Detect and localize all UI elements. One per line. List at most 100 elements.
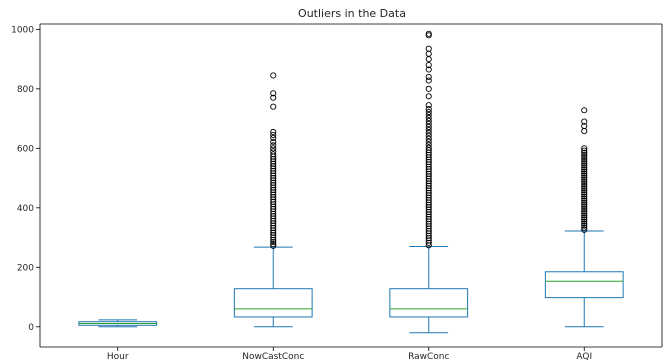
outlier-point — [425, 61, 432, 69]
outlier-point — [425, 85, 432, 92]
box-rawconc — [389, 288, 469, 318]
outlier-point — [270, 94, 277, 101]
outlier-point — [425, 120, 432, 127]
outlier-point — [270, 148, 277, 155]
outlier-point — [581, 107, 588, 114]
outlier-point — [581, 216, 588, 223]
outlier-point — [425, 111, 432, 119]
outlier-point — [425, 102, 432, 109]
y-tick-label: 400 — [17, 204, 34, 214]
outlier-point — [581, 226, 588, 233]
x-tick-label: Hour — [107, 352, 129, 360]
outlier-point — [425, 138, 432, 145]
outlier-point — [581, 153, 588, 160]
outlier-point — [425, 56, 432, 63]
outlier-point — [581, 199, 588, 206]
outlier-point — [581, 151, 588, 158]
outlier-point — [581, 178, 588, 185]
box-aqi — [544, 271, 624, 299]
outlier-point — [425, 117, 432, 125]
outlier-point — [425, 30, 432, 37]
outlier-point — [425, 129, 432, 136]
outlier-point — [425, 106, 432, 113]
outlier-point — [581, 183, 588, 190]
outlier-point — [425, 135, 432, 142]
outlier-point — [270, 142, 277, 149]
outlier-point — [270, 131, 277, 138]
outlier-point — [425, 126, 432, 133]
outlier-point — [581, 164, 588, 171]
outlier-point — [581, 168, 588, 175]
outlier-point — [425, 45, 432, 52]
outlier-point — [425, 132, 432, 139]
outlier-point — [270, 103, 277, 110]
outlier-point — [425, 144, 432, 151]
outlier-point — [270, 241, 277, 248]
outlier-point — [270, 242, 277, 249]
outlier-point — [425, 66, 432, 73]
outlier-point — [270, 90, 277, 97]
outlier-point — [425, 77, 432, 84]
outlier-point — [270, 151, 277, 158]
outlier-point — [581, 147, 588, 154]
outlier-point — [425, 123, 432, 130]
y-tick-label: 0 — [28, 323, 34, 333]
outlier-point — [581, 201, 588, 208]
outlier-point — [581, 208, 588, 215]
chart-title: Outliers in the Data — [298, 7, 406, 20]
outlier-point — [270, 138, 277, 145]
outlier-point — [581, 224, 588, 231]
outlier-point — [270, 134, 277, 141]
outlier-point — [581, 176, 588, 183]
outlier-point — [581, 149, 588, 156]
outlier-point — [581, 122, 588, 130]
outlier-point — [581, 158, 588, 165]
plot-area: 0 200 400 600 800 1000 Hour NowCastConc RawConc A… — [11, 23, 663, 360]
outlier-point — [581, 187, 588, 194]
outlier-point — [581, 218, 588, 225]
outlier-point — [581, 170, 588, 177]
y-tick-label: 200 — [17, 263, 34, 273]
outlier-point — [425, 50, 432, 57]
outlier-point — [425, 141, 432, 148]
outlier-point — [581, 118, 588, 125]
x-tick-label: RawConc — [408, 352, 449, 360]
outlier-point — [581, 180, 588, 188]
outlier-point — [581, 174, 588, 181]
outlier-point — [581, 193, 588, 200]
outlier-point — [581, 197, 588, 204]
outlier-point — [581, 166, 588, 173]
outlier-point — [425, 108, 432, 116]
outlier-point — [581, 212, 588, 219]
outlier-point — [581, 222, 588, 229]
outlier-point — [581, 214, 588, 221]
outlier-point — [425, 93, 432, 100]
outlier-point — [270, 72, 277, 79]
outlier-point — [270, 128, 277, 136]
outlier-point — [581, 160, 588, 167]
outlier-point — [581, 205, 588, 213]
outlier-point — [581, 189, 588, 196]
outlier-point — [581, 162, 588, 169]
outlier-point — [270, 238, 277, 246]
outlier-point — [581, 220, 588, 227]
outlier-point — [581, 191, 588, 198]
outlier-point — [581, 185, 588, 192]
outlier-point — [581, 210, 588, 217]
outlier-point — [581, 195, 588, 202]
outlier-point — [581, 145, 588, 152]
box-nowcastconc — [233, 288, 313, 318]
x-tick-label: AQI — [576, 352, 592, 360]
outlier-point — [270, 145, 277, 152]
outlier-point — [425, 73, 432, 80]
y-tick-label: 600 — [17, 144, 34, 154]
x-tick-label: NowCastConc — [242, 352, 304, 360]
outlier-point — [581, 172, 588, 179]
outlier-point — [581, 203, 588, 210]
y-tick-label: 1000 — [11, 25, 34, 35]
outlier-point — [581, 155, 588, 163]
outlier-point — [425, 114, 432, 122]
outlier-point — [581, 128, 588, 135]
y-tick-label: 800 — [17, 85, 34, 95]
